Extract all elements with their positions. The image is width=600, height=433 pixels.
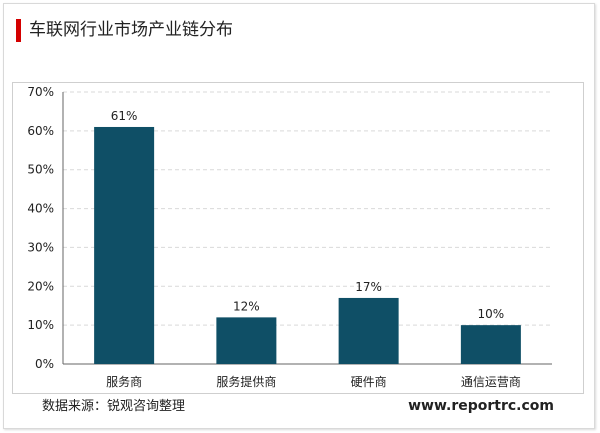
x-tick-label: 服务商: [106, 374, 142, 389]
data-label: 17%: [355, 280, 382, 294]
x-tick-label: 通信运营商: [461, 374, 521, 389]
chart-title: 车联网行业市场产业链分布: [29, 20, 233, 40]
data-source: 数据来源：锐观咨询整理: [42, 399, 186, 414]
y-tick-label: 50%: [27, 163, 54, 177]
y-tick-label: 0%: [35, 357, 54, 371]
y-tick-label: 20%: [27, 279, 54, 293]
bar: [338, 297, 399, 364]
bar: [94, 126, 155, 364]
data-label: 12%: [233, 299, 260, 313]
x-tick-label: 硬件商: [351, 374, 387, 389]
title-accent-bar: [16, 19, 21, 42]
data-label: 61%: [111, 109, 138, 123]
bar: [460, 325, 521, 364]
x-tick-label: 服务提供商: [216, 374, 276, 389]
data-label: 10%: [478, 307, 505, 321]
y-tick-label: 30%: [27, 240, 54, 254]
y-tick-label: 10%: [27, 318, 54, 332]
y-tick-label: 70%: [27, 85, 54, 99]
website-link[interactable]: www.reportrc.com: [408, 398, 554, 414]
y-tick-label: 60%: [27, 124, 54, 138]
bar: [216, 317, 277, 364]
y-tick-label: 40%: [27, 202, 54, 216]
